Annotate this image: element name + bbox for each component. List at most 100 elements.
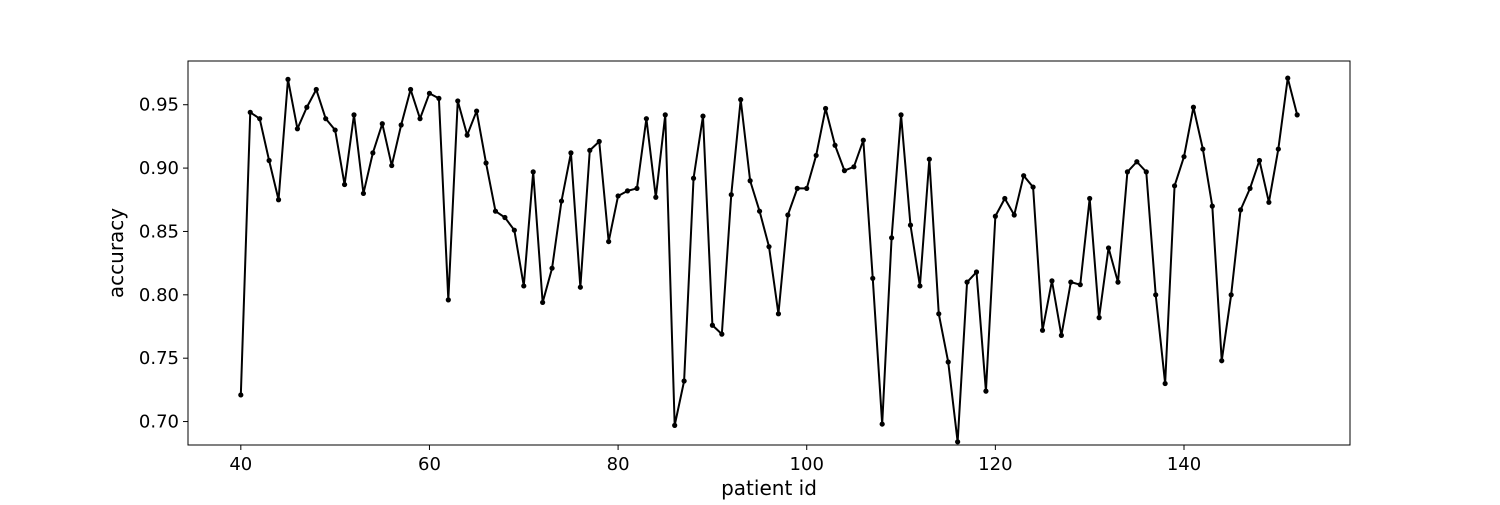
data-point [1115, 279, 1121, 285]
x-tick-label: 120 [978, 454, 1012, 475]
data-point [1256, 157, 1263, 164]
data-point [1124, 169, 1131, 175]
data-point [417, 116, 423, 122]
data-point [407, 86, 414, 93]
x-tick-label: 80 [607, 454, 630, 475]
data-point [992, 213, 998, 219]
data-point [672, 422, 678, 428]
data-point [426, 90, 433, 96]
data-point [756, 208, 763, 214]
data-point [1068, 279, 1074, 285]
data-point [1153, 292, 1159, 298]
data-point [558, 198, 565, 204]
data-point [257, 116, 263, 122]
data-point [1039, 327, 1046, 333]
data-point [247, 109, 253, 115]
data-point [775, 311, 782, 317]
data-point [455, 98, 461, 104]
data-point [1294, 112, 1300, 118]
data-point [973, 269, 980, 275]
y-tick-label: 0.95 [139, 95, 179, 116]
data-point [332, 127, 338, 133]
x-axis-ticks: 40 60 80 100 120 140 [229, 445, 1201, 475]
data-point [483, 160, 489, 166]
data-point [936, 311, 942, 317]
data-point [445, 297, 451, 303]
data-point [634, 185, 640, 191]
y-tick-label: 0.80 [139, 285, 179, 306]
data-point [511, 227, 517, 233]
data-point [313, 86, 319, 93]
x-tick-label: 140 [1167, 454, 1201, 475]
data-point [832, 142, 838, 148]
data-point [568, 150, 574, 156]
data-point [681, 378, 687, 384]
data-point [1030, 184, 1036, 190]
data-point [851, 164, 857, 170]
data-point [1087, 195, 1093, 202]
data-point [1219, 358, 1225, 364]
data-point [379, 121, 385, 127]
data-point [860, 137, 866, 143]
data-point [1049, 278, 1055, 284]
data-point [926, 156, 932, 162]
y-tick-label: 0.90 [139, 158, 179, 179]
data-point [275, 197, 282, 203]
data-point [719, 331, 725, 337]
data-point [964, 279, 970, 285]
data-point [794, 185, 800, 191]
data-point [662, 112, 668, 118]
data-point [1237, 207, 1244, 213]
data-point [492, 208, 499, 214]
data-point [624, 188, 631, 194]
data-point [389, 162, 395, 169]
data-point [540, 299, 546, 306]
data-point [955, 439, 961, 445]
data-point [596, 138, 602, 145]
data-point [1002, 195, 1008, 202]
data-point [1134, 159, 1140, 165]
y-tick-label: 0.85 [139, 221, 179, 242]
data-point [804, 185, 810, 191]
data-point [464, 132, 470, 138]
data-point [653, 194, 659, 200]
data-point [615, 193, 621, 199]
data-point [766, 244, 772, 250]
data-point [1266, 199, 1272, 205]
data-point [1181, 154, 1187, 160]
data-point [1162, 380, 1168, 387]
data-point [1247, 185, 1253, 191]
data-point [785, 212, 791, 218]
data-point [360, 190, 367, 197]
data-point [870, 275, 876, 281]
x-axis-label: patient id [721, 476, 817, 500]
x-tick-label: 40 [229, 454, 252, 475]
data-point [738, 97, 744, 103]
data-point [502, 214, 508, 221]
data-point [1171, 183, 1178, 189]
data-point [983, 388, 989, 394]
data-point [643, 116, 649, 122]
data-point [889, 235, 895, 241]
data-point [1190, 104, 1197, 110]
data-point [323, 116, 329, 122]
y-axis-label: accuracy [104, 208, 128, 298]
data-point [898, 112, 904, 118]
y-tick-label: 0.75 [139, 348, 179, 369]
data-point [1096, 315, 1102, 321]
x-tick-label: 60 [418, 454, 441, 475]
data-point [398, 122, 404, 128]
data-point [700, 113, 706, 119]
data-point [1021, 173, 1027, 179]
data-point [1275, 146, 1281, 152]
data-point [606, 238, 612, 245]
y-axis-ticks: 0.70 0.75 0.80 0.85 0.90 0.95 [139, 95, 188, 433]
data-point [709, 322, 716, 328]
data-point [474, 108, 480, 114]
data-point [747, 178, 753, 184]
data-point [879, 421, 885, 427]
data-point [1058, 332, 1064, 338]
data-point [690, 175, 697, 181]
data-point [587, 147, 593, 153]
